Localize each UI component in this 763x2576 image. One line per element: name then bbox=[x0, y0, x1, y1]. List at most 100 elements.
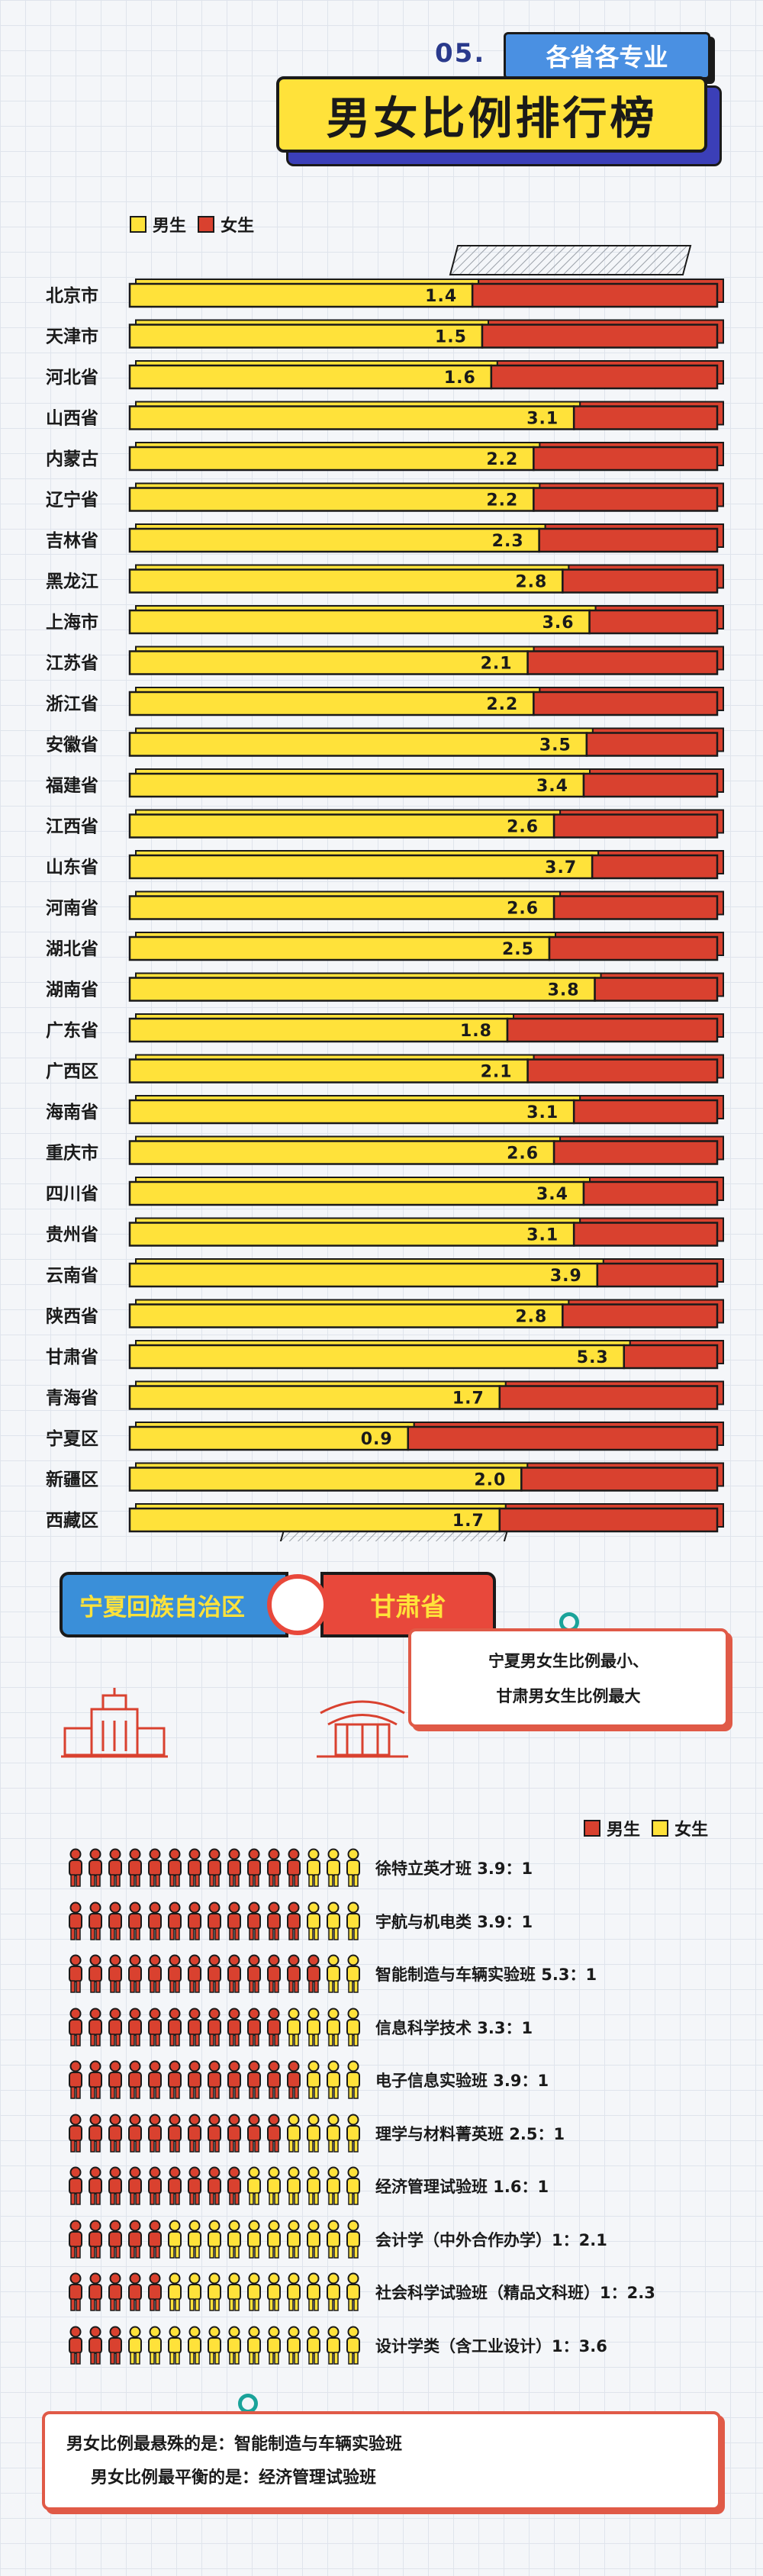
female-person-icon bbox=[188, 2272, 201, 2311]
summary-note: 男女比例最悬殊的是：智能制造与车辆实验班 男女比例最平衡的是：经济管理试验班 bbox=[42, 2411, 721, 2510]
province-label: 新疆区 bbox=[46, 1470, 98, 1490]
male-person-icon bbox=[108, 2008, 122, 2046]
female-bar bbox=[552, 1140, 719, 1165]
male-person-icon bbox=[128, 2166, 142, 2205]
province-label: 山西省 bbox=[46, 409, 98, 429]
ratio-value-label: 0.9 bbox=[361, 1430, 393, 1449]
female-bar bbox=[585, 732, 719, 757]
major-row: 徐特立英才班 3.9：1 bbox=[67, 1845, 533, 1891]
people-figures bbox=[67, 2220, 362, 2259]
male-person-icon bbox=[148, 2060, 162, 2099]
female-person-icon bbox=[327, 2326, 340, 2365]
male-person-icon bbox=[108, 2326, 122, 2365]
male-person-icon bbox=[307, 1954, 320, 1993]
province-label: 吉林省 bbox=[46, 530, 98, 551]
male-bar bbox=[128, 609, 591, 635]
female-bar bbox=[481, 324, 719, 349]
male-person-icon bbox=[148, 2166, 162, 2205]
female-person-icon bbox=[346, 2220, 360, 2259]
male-person-icon bbox=[208, 2166, 221, 2205]
male-person-icon bbox=[188, 1848, 201, 1887]
province-label: 河南省 bbox=[46, 899, 98, 919]
female-person-icon bbox=[267, 2326, 281, 2365]
people-figures bbox=[67, 2114, 362, 2153]
male-person-icon bbox=[208, 1901, 221, 1940]
male-person-icon bbox=[168, 2008, 182, 2046]
female-bar bbox=[548, 935, 719, 961]
female-person-icon bbox=[267, 2166, 281, 2205]
male-person-icon bbox=[108, 2272, 122, 2311]
male-bar bbox=[128, 1017, 509, 1043]
female-bar bbox=[582, 1180, 719, 1206]
male-person-icon bbox=[247, 2060, 261, 2099]
female-bar bbox=[562, 1303, 719, 1328]
male-person-icon bbox=[128, 2114, 142, 2153]
female-person-icon bbox=[346, 2060, 360, 2099]
female-person-icon bbox=[287, 2008, 301, 2046]
ratio-value-label: 2.2 bbox=[486, 491, 518, 510]
male-bar bbox=[128, 977, 596, 1002]
female-bar bbox=[533, 487, 719, 512]
female-person-icon bbox=[247, 2220, 261, 2259]
female-person-icon bbox=[287, 2326, 301, 2365]
male-bar bbox=[128, 324, 484, 349]
ratio-value-label: 5.3 bbox=[577, 1348, 609, 1367]
province-label: 广东省 bbox=[46, 1020, 98, 1041]
male-bar bbox=[128, 364, 493, 390]
male-person-icon bbox=[148, 2272, 162, 2311]
male-bar bbox=[128, 1303, 564, 1328]
province-label: 安徽省 bbox=[46, 735, 98, 755]
male-person-icon bbox=[287, 2060, 301, 2099]
male-person-icon bbox=[128, 2060, 142, 2099]
female-bar bbox=[520, 1467, 719, 1492]
male-person-icon bbox=[267, 2114, 281, 2153]
male-person-icon bbox=[69, 1848, 82, 1887]
major-ratio-label: 理学与材料菁英班 2.5：1 bbox=[375, 2124, 565, 2143]
male-bar bbox=[128, 1099, 575, 1125]
male-person-icon bbox=[227, 1848, 241, 1887]
male-person-icon bbox=[148, 2220, 162, 2259]
province-label: 陕西省 bbox=[46, 1306, 98, 1327]
female-bar bbox=[582, 772, 719, 798]
male-person-icon bbox=[267, 2008, 281, 2046]
province-label: 内蒙古 bbox=[46, 449, 98, 469]
ratio-value-label: 3.5 bbox=[539, 736, 571, 755]
male-bar bbox=[128, 1344, 626, 1370]
major-legend: 男生 女生 bbox=[584, 1816, 716, 1840]
male-person-icon bbox=[267, 1901, 281, 1940]
male-bar bbox=[128, 1180, 585, 1206]
male-bar bbox=[128, 1222, 575, 1247]
ratio-value-label: 3.4 bbox=[536, 1185, 568, 1204]
male-person-icon bbox=[227, 2008, 241, 2046]
female-person-icon bbox=[327, 2114, 340, 2153]
male-bar bbox=[128, 691, 535, 716]
male-person-icon bbox=[108, 2114, 122, 2153]
ratio-value-label: 3.4 bbox=[536, 777, 568, 796]
major-row: 设计学类（含工业设计）1：3.6 bbox=[67, 2323, 607, 2368]
highlight-note: 宁夏男女生比例最小、 甘肃男女生比例最大 bbox=[408, 1628, 729, 1728]
legend-swatch-male bbox=[130, 216, 146, 233]
people-figures bbox=[67, 1848, 362, 1888]
male-person-icon bbox=[188, 1954, 201, 1993]
province-label: 浙江省 bbox=[46, 694, 98, 714]
province-label: 贵州省 bbox=[46, 1225, 98, 1245]
female-person-icon bbox=[327, 1954, 340, 1993]
female-person-icon bbox=[346, 2114, 360, 2153]
female-bar bbox=[552, 813, 719, 839]
male-person-icon bbox=[227, 2166, 241, 2205]
ratio-value-label: 2.2 bbox=[486, 695, 518, 714]
female-person-icon bbox=[346, 1848, 360, 1887]
male-person-icon bbox=[247, 1954, 261, 1993]
ratio-value-label: 2.6 bbox=[507, 900, 539, 919]
female-person-icon bbox=[307, 1901, 320, 1940]
male-bar bbox=[128, 1262, 599, 1288]
female-bar bbox=[562, 568, 719, 594]
male-bar bbox=[128, 1140, 555, 1165]
female-person-icon bbox=[227, 2326, 241, 2365]
male-person-icon bbox=[208, 1848, 221, 1887]
province-label: 广西区 bbox=[46, 1061, 98, 1082]
people-figures bbox=[67, 2326, 362, 2365]
ratio-value-label: 2.2 bbox=[486, 450, 518, 469]
female-bar bbox=[498, 1507, 719, 1533]
major-row: 经济管理试验班 1.6：1 bbox=[67, 2163, 549, 2209]
